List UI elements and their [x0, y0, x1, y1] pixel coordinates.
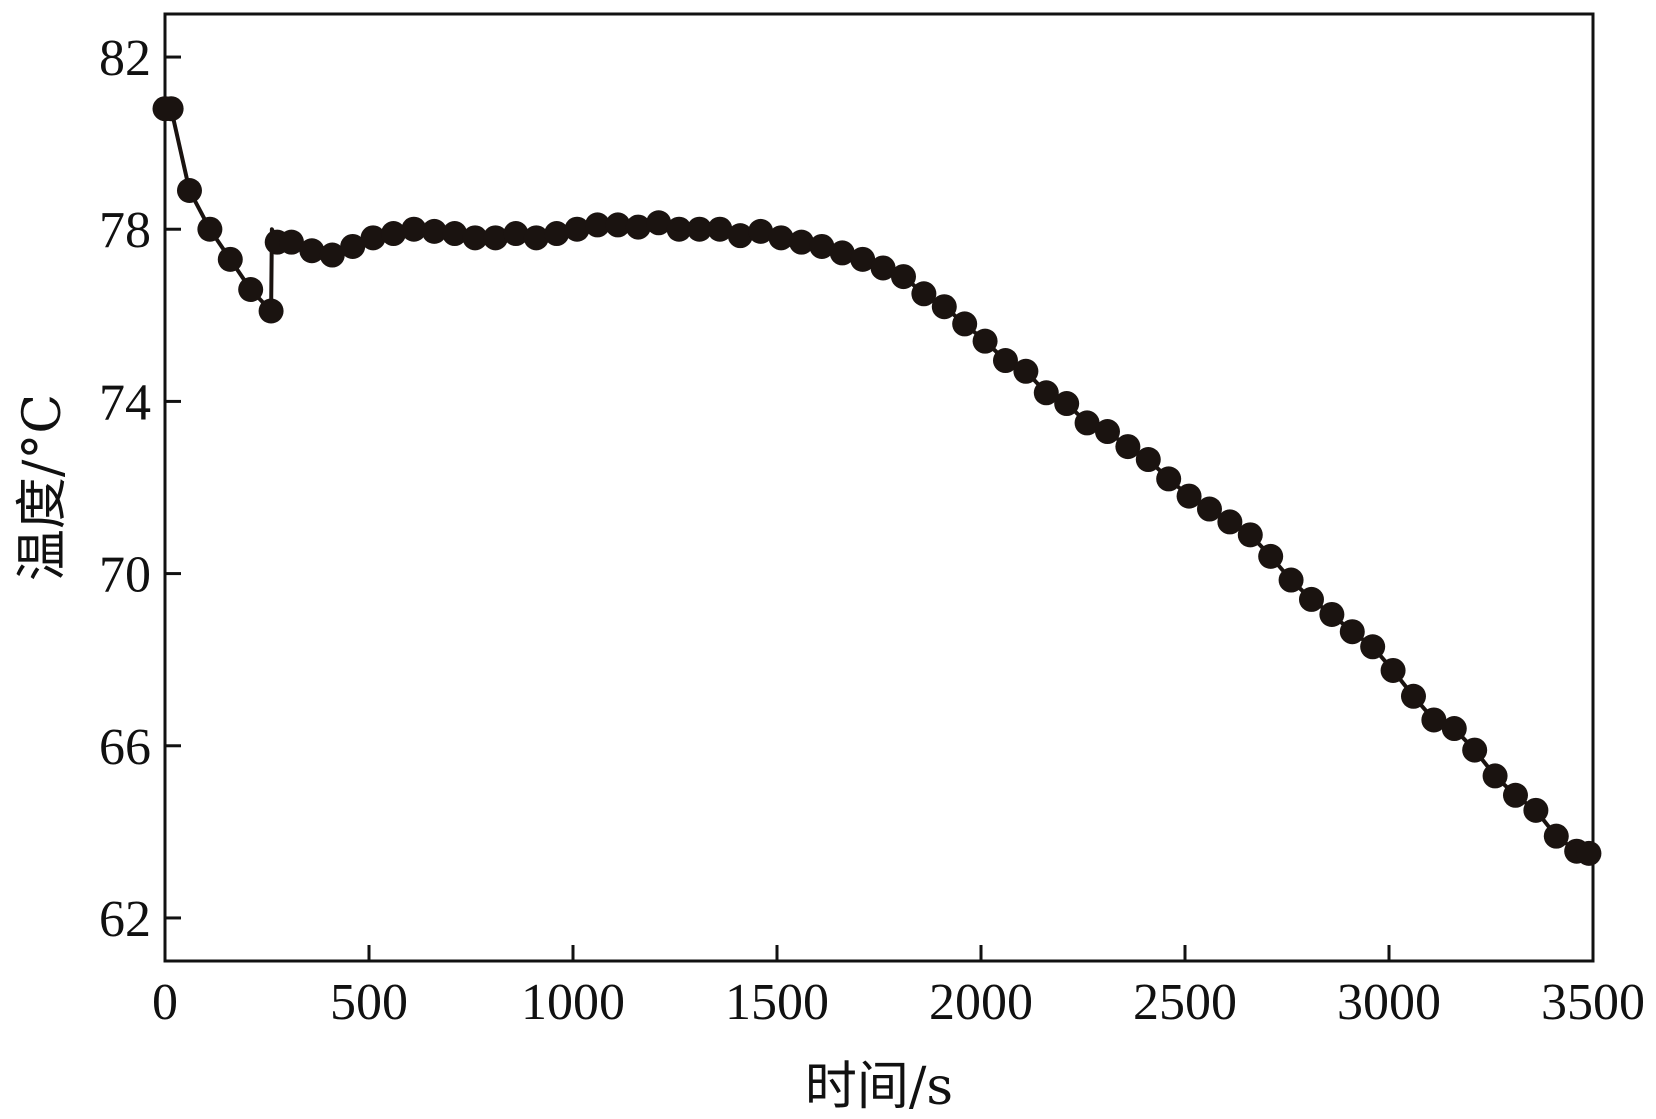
- data-point: [1462, 737, 1488, 763]
- y-tick-label: 78: [99, 202, 151, 259]
- data-point: [421, 218, 447, 244]
- data-point: [1298, 586, 1324, 612]
- data-point: [238, 276, 264, 302]
- data-point: [931, 294, 957, 320]
- data-point: [748, 218, 774, 244]
- data-point: [1074, 410, 1100, 436]
- data-point: [1115, 434, 1141, 460]
- data-point: [707, 216, 733, 242]
- data-point: [503, 221, 529, 247]
- data-point: [462, 225, 488, 251]
- x-tick-label: 3500: [1541, 974, 1645, 1031]
- x-tick-label: 3000: [1337, 974, 1441, 1031]
- data-point: [788, 229, 814, 255]
- data-point: [1523, 797, 1549, 823]
- data-point: [1360, 634, 1386, 660]
- series-line: [165, 106, 1590, 856]
- data-point: [952, 311, 978, 337]
- data-point: [646, 210, 672, 236]
- y-tick-label: 66: [99, 719, 151, 776]
- data-point: [360, 225, 386, 251]
- data-point: [482, 225, 508, 251]
- data-point: [1502, 782, 1528, 808]
- data-point: [544, 221, 570, 247]
- data-point: [666, 216, 692, 242]
- x-axis-title: 时间/s: [805, 1057, 953, 1117]
- data-point: [1576, 840, 1602, 866]
- data-point: [686, 216, 712, 242]
- data-point: [523, 225, 549, 251]
- x-axis-ticks: 0 500 1000 1500 2000 2500 3000 3500: [152, 945, 1645, 1031]
- data-point: [299, 238, 325, 264]
- data-point: [850, 246, 876, 272]
- data-point: [727, 223, 753, 249]
- data-point: [1441, 716, 1467, 742]
- data-point: [217, 246, 243, 272]
- data-point: [584, 212, 610, 238]
- data-point: [625, 214, 651, 240]
- data-point: [768, 225, 794, 251]
- data-point: [992, 348, 1018, 374]
- x-tick-label: 0: [152, 974, 178, 1031]
- data-point: [1013, 358, 1039, 384]
- data-point: [972, 328, 998, 354]
- data-point: [890, 264, 916, 290]
- data-point: [809, 233, 835, 259]
- data-point: [870, 255, 896, 281]
- data-point: [340, 233, 366, 259]
- data-point: [158, 96, 184, 122]
- data-point: [1217, 509, 1243, 535]
- x-tick-label: 1000: [521, 974, 625, 1031]
- data-point: [1237, 522, 1263, 548]
- data-point: [442, 221, 468, 247]
- data-point: [1258, 543, 1284, 569]
- plot-area: [163, 12, 1595, 963]
- data-point: [1033, 380, 1059, 406]
- data-point: [197, 216, 223, 242]
- data-point: [1319, 601, 1345, 627]
- data-point: [1156, 466, 1182, 492]
- data-point: [1339, 619, 1365, 645]
- data-point: [176, 177, 202, 203]
- y-tick-label: 74: [99, 374, 151, 431]
- data-point: [1135, 447, 1161, 473]
- y-tick-label: 70: [99, 547, 151, 604]
- data-point: [1094, 419, 1120, 445]
- data-point: [1400, 683, 1426, 709]
- data-point: [1176, 483, 1202, 509]
- plot-frame: [163, 12, 1595, 963]
- x-tick-label: 2000: [929, 974, 1033, 1031]
- x-tick-label: 2500: [1133, 974, 1237, 1031]
- data-point: [1482, 763, 1508, 789]
- data-point: [1421, 707, 1447, 733]
- series-layer: [152, 96, 1602, 866]
- data-point: [605, 212, 631, 238]
- data-point: [1196, 496, 1222, 522]
- data-point: [564, 216, 590, 242]
- data-point: [911, 281, 937, 307]
- data-point: [319, 242, 345, 268]
- y-axis-title: 温度/°C: [13, 394, 73, 581]
- x-tick-label: 500: [330, 974, 408, 1031]
- data-point: [1380, 657, 1406, 683]
- y-tick-label: 82: [99, 30, 151, 87]
- y-tick-label: 62: [99, 891, 151, 948]
- data-point: [1278, 567, 1304, 593]
- data-point: [829, 240, 855, 266]
- data-point: [1543, 823, 1569, 849]
- data-point: [380, 221, 406, 247]
- y-axis-ticks: 62 66 70 74 78 82: [99, 30, 181, 948]
- x-tick-label: 1500: [725, 974, 829, 1031]
- data-point: [1054, 391, 1080, 417]
- data-point: [401, 216, 427, 242]
- data-point: [278, 229, 304, 255]
- data-point: [258, 298, 284, 324]
